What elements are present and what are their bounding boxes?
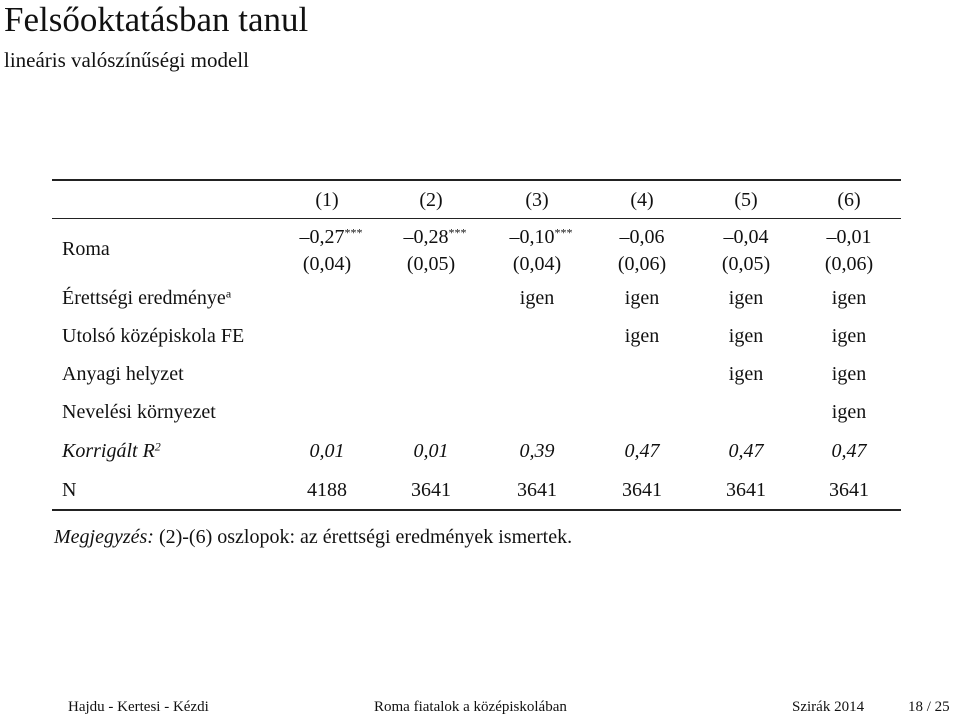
row-label-sup: 2: [154, 439, 161, 454]
top-rule: [52, 179, 901, 181]
cell: 3641: [411, 479, 451, 501]
significance-stars: ***: [448, 225, 467, 240]
row-label: Anyagi helyzet: [62, 364, 184, 384]
footer-talk: Roma fiatalok a középiskolában: [374, 699, 567, 715]
coefficient-value: –0,28: [403, 226, 449, 248]
coefficient-value: –0,04: [723, 226, 769, 248]
coefficient-value: –0,10: [509, 226, 555, 248]
significance-stars: ***: [344, 225, 363, 240]
standard-error: (0,05): [406, 253, 456, 275]
standard-error: (0,04): [302, 253, 352, 275]
row-label-text: Nevelési környezet: [62, 401, 216, 423]
row-label-text: Korrigált R: [62, 440, 155, 462]
column-header: (4): [630, 189, 654, 211]
coefficient: –0,06: [620, 227, 665, 247]
row-label: Roma: [62, 238, 110, 260]
cell: igen: [624, 287, 660, 309]
standard-error: (0,06): [824, 253, 874, 275]
row-label: Utolsó középiskola FE: [62, 326, 244, 346]
coefficient: –0,27***: [299, 225, 363, 248]
header-rule: [52, 218, 901, 219]
cell: igen: [831, 325, 867, 347]
cell: igen: [728, 325, 764, 347]
cell: igen: [728, 363, 764, 385]
cell: 4188: [307, 479, 347, 501]
cell: 3641: [622, 479, 662, 501]
coefficient-value: –0,06: [619, 226, 665, 248]
cell: 0,01: [309, 440, 345, 462]
cell: igen: [624, 325, 660, 347]
cell: 0,01: [413, 440, 449, 462]
row-label-text: Érettségi eredménye: [62, 287, 226, 309]
bottom-rule: [52, 509, 901, 511]
standard-error: (0,04): [512, 253, 562, 275]
footer-event: Szirák 2014: [792, 699, 865, 715]
row-label: Nevelési környezet: [62, 402, 216, 422]
note: Megjegyzés: (2)-(6) oszlopok: az érettsé…: [54, 527, 572, 547]
row-label-text: Anyagi helyzet: [62, 363, 184, 385]
cell: 3641: [517, 479, 557, 501]
cell: igen: [728, 287, 764, 309]
coefficient-value: –0,27: [299, 226, 345, 248]
cell: 0,39: [519, 440, 555, 462]
coefficient: –0,28***: [403, 225, 467, 248]
coefficient: –0,10***: [509, 225, 573, 248]
coefficient: –0,01: [827, 227, 872, 247]
row-label: Korrigált R2: [62, 439, 161, 462]
coefficient-value: –0,01: [826, 226, 872, 248]
cell: igen: [831, 363, 867, 385]
cell: igen: [831, 401, 867, 423]
footer-page: 18 / 25: [908, 699, 950, 715]
note-label: Megjegyzés:: [54, 526, 154, 548]
row-label: N: [62, 480, 76, 500]
cell: igen: [831, 287, 867, 309]
footer-authors: Hajdu - Kertesi - Kézdi: [68, 699, 209, 715]
column-header: (2): [419, 189, 443, 211]
cell: 0,47: [831, 440, 867, 462]
column-header: (5): [734, 189, 758, 211]
standard-error: (0,06): [617, 253, 667, 275]
cell: igen: [519, 287, 555, 309]
row-label-sup: a: [225, 286, 232, 301]
coefficient: –0,04: [724, 227, 769, 247]
column-header: (3): [525, 189, 549, 211]
note-text: (2)-(6) oszlopok: az érettségi eredménye…: [158, 526, 573, 548]
column-header: (1): [315, 189, 339, 211]
row-label: Érettségi eredményea: [62, 286, 232, 309]
column-header: (6): [837, 189, 861, 211]
cell: 0,47: [624, 440, 660, 462]
title: Felsőoktatásban tanul: [4, 0, 309, 39]
subtitle: lineáris valószínűségi modell: [4, 48, 249, 72]
cell: 3641: [726, 479, 766, 501]
row-label-text: Utolsó középiskola FE: [62, 325, 245, 347]
standard-error: (0,05): [721, 253, 771, 275]
cell: 0,47: [728, 440, 764, 462]
significance-stars: ***: [554, 225, 573, 240]
row-label-text: N: [62, 479, 77, 501]
cell: 3641: [829, 479, 869, 501]
